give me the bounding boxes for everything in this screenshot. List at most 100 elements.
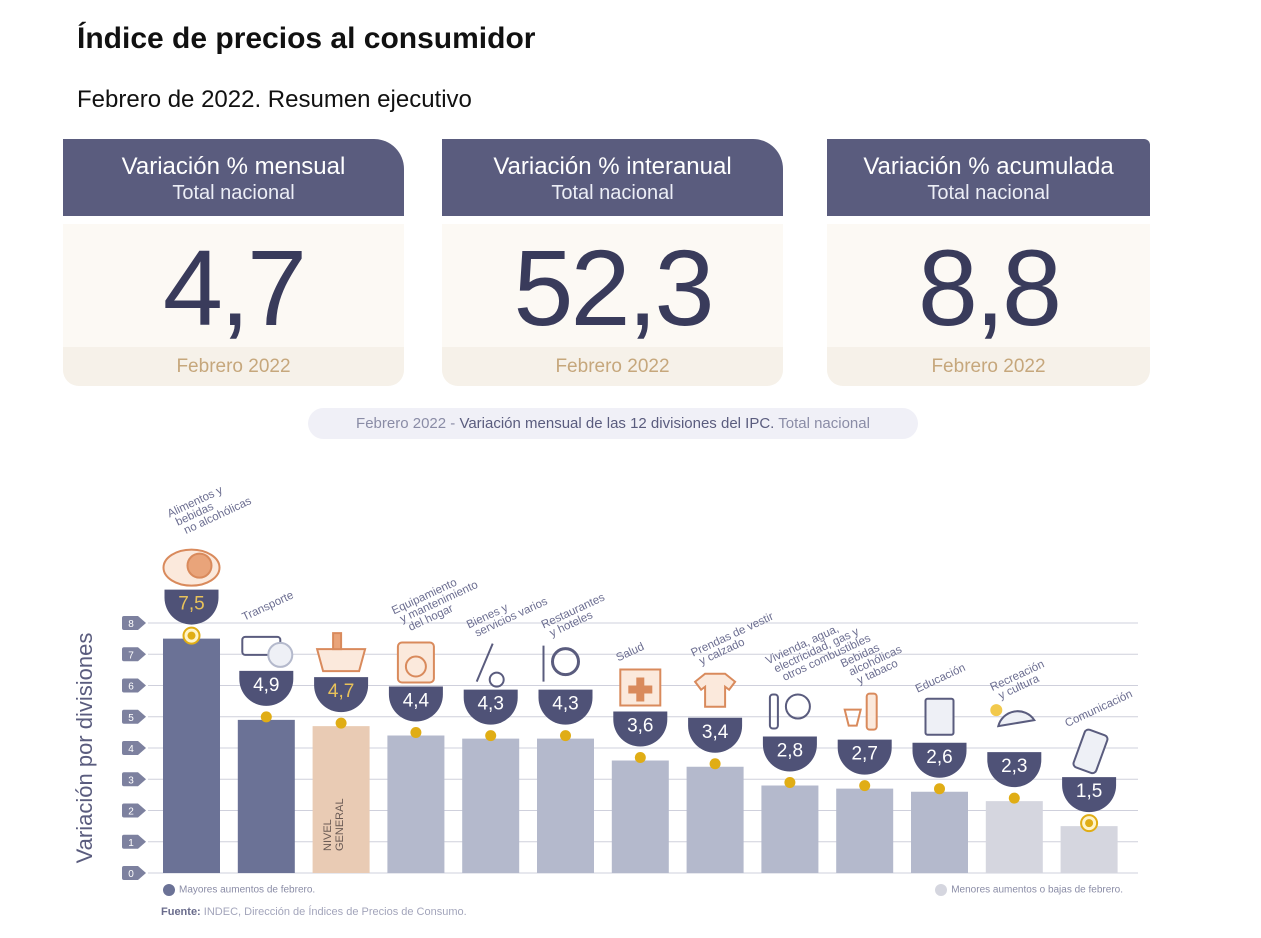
clothing-icon bbox=[693, 672, 737, 708]
y-tick-bubble bbox=[122, 616, 146, 630]
marker-dot bbox=[410, 727, 422, 738]
bar-chart: Variación por divisiones%0123456787,5Ali… bbox=[72, 475, 1138, 880]
chart-title-period: Febrero 2022 - bbox=[356, 415, 460, 432]
card-cumulative-header: Variación % acumulada Total nacional bbox=[827, 139, 1150, 216]
data-label: 2,8 bbox=[777, 741, 803, 762]
health-icon bbox=[619, 668, 662, 707]
y-tick-label: 4 bbox=[128, 744, 134, 755]
card-cumulative-title: Variación % acumulada bbox=[863, 153, 1114, 180]
appliance-icon bbox=[396, 641, 435, 684]
data-label: 1,5 bbox=[1076, 781, 1102, 802]
data-label: 2,7 bbox=[851, 744, 877, 765]
value-badge bbox=[239, 670, 294, 706]
value-badge bbox=[1062, 777, 1117, 813]
card-monthly-header: Variación % mensual Total nacional bbox=[63, 139, 404, 216]
value-badge bbox=[388, 686, 443, 722]
bar-12 bbox=[985, 801, 1043, 873]
card-cumulative-body: 8,8 Febrero 2022 bbox=[827, 224, 1150, 386]
bar-7 bbox=[611, 760, 669, 873]
card-yearly: Variación % interanual Total nacional 52… bbox=[442, 139, 783, 386]
value-badge bbox=[613, 711, 668, 747]
value-badge bbox=[314, 677, 369, 713]
legend-low-label: Menores aumentos o bajas de febrero. bbox=[951, 884, 1123, 896]
chart-title-scope: Total nacional bbox=[774, 415, 870, 432]
y-tick-label: 3 bbox=[128, 775, 134, 786]
comb-icon bbox=[475, 643, 505, 688]
y-tick-bubble bbox=[122, 834, 146, 849]
marker-dot bbox=[859, 780, 871, 792]
data-label: 2,6 bbox=[926, 747, 952, 768]
y-axis-title: Variación por divisiones bbox=[72, 633, 97, 864]
marker-dot bbox=[335, 717, 347, 729]
chart-title: Febrero 2022 - Variación mensual de las … bbox=[308, 408, 918, 439]
legend-high: Mayores aumentos de febrero. bbox=[163, 884, 315, 896]
marker-dot bbox=[784, 777, 796, 788]
source-note: Fuente: INDEC, Dirección de Índices de P… bbox=[161, 906, 467, 918]
legend-low-dot bbox=[935, 884, 948, 896]
card-yearly-value: 52,3 bbox=[513, 227, 714, 348]
data-label: 4,4 bbox=[403, 691, 430, 712]
marker-dot bbox=[934, 783, 945, 795]
marker-dot bbox=[634, 752, 646, 763]
data-label: 4,7 bbox=[328, 681, 354, 702]
card-footer-band bbox=[827, 347, 1150, 386]
value-badge bbox=[688, 717, 743, 753]
data-label: 3,4 bbox=[702, 722, 729, 743]
card-yearly-period: Febrero 2022 bbox=[555, 356, 670, 377]
y-tick-label: 1 bbox=[128, 838, 134, 849]
card-monthly-subtitle: Total nacional bbox=[172, 182, 295, 204]
card-yearly-header: Variación % interanual Total nacional bbox=[442, 139, 783, 216]
marker-dot bbox=[187, 631, 196, 640]
y-tick-label: 7 bbox=[128, 650, 134, 661]
card-cumulative-value: 8,8 bbox=[917, 227, 1062, 348]
card-monthly: Variación % mensual Total nacional 4,7 F… bbox=[63, 139, 404, 386]
card-footer-band bbox=[442, 347, 783, 386]
y-tick-bubble bbox=[122, 772, 146, 787]
book-icon bbox=[924, 697, 955, 736]
bar-1 bbox=[163, 638, 220, 873]
bar-5 bbox=[462, 738, 520, 873]
category-label: Alimentos ybebidasno alcohólicas bbox=[166, 475, 254, 540]
y-tick-label: 6 bbox=[128, 682, 134, 693]
bar-8 bbox=[686, 766, 744, 873]
y-tick-label: 2 bbox=[128, 807, 134, 818]
card-yearly-title: Variación % interanual bbox=[493, 153, 732, 180]
y-tick-label: 8 bbox=[128, 619, 134, 630]
bar-11 bbox=[911, 791, 968, 873]
transport-icon bbox=[241, 635, 294, 668]
bar-4 bbox=[387, 735, 445, 873]
source-label: Fuente: bbox=[161, 906, 201, 918]
bottle-icon bbox=[843, 692, 878, 731]
category-label: Restaurantesy hoteles bbox=[540, 591, 612, 641]
food-icon bbox=[162, 548, 221, 587]
basket-icon bbox=[315, 632, 367, 673]
card-cumulative: Variación % acumulada Total nacional 8,8… bbox=[827, 139, 1150, 386]
card-monthly-body: 4,7 Febrero 2022 bbox=[63, 224, 404, 386]
data-label: 2,3 bbox=[1001, 756, 1027, 777]
data-label: 4,3 bbox=[552, 694, 578, 715]
value-badge bbox=[463, 689, 518, 725]
card-monthly-title: Variación % mensual bbox=[121, 153, 346, 180]
card-monthly-period: Febrero 2022 bbox=[176, 356, 291, 377]
y-tick-label: 5 bbox=[128, 713, 134, 724]
category-label: Recreacióny cultura bbox=[988, 658, 1050, 703]
value-badge bbox=[762, 736, 817, 772]
chart-title-main: Variación mensual de las 12 divisiones d… bbox=[459, 415, 775, 432]
page-title: Índice de precios al consumidor bbox=[77, 22, 536, 55]
marker-dot bbox=[1008, 792, 1020, 804]
y-tick-bubble bbox=[122, 678, 146, 693]
data-label: 4,9 bbox=[253, 675, 279, 696]
bar-9 bbox=[761, 785, 819, 873]
bar-inner-label: NIVELGENERAL bbox=[322, 798, 346, 851]
bar-13 bbox=[1060, 826, 1118, 873]
marker-dot bbox=[1085, 819, 1094, 828]
data-label: 3,6 bbox=[627, 716, 653, 737]
category-label: Bienes yservicios varios bbox=[465, 585, 550, 641]
y-tick-label: 0 bbox=[128, 869, 134, 880]
card-cumulative-subtitle: Total nacional bbox=[927, 182, 1050, 204]
card-yearly-body: 52,3 Febrero 2022 bbox=[442, 224, 783, 386]
bar-6 bbox=[537, 738, 594, 873]
bar-2 bbox=[237, 719, 295, 873]
legend-high-label: Mayores aumentos de febrero. bbox=[179, 884, 316, 896]
category-label: Salud bbox=[614, 641, 646, 664]
